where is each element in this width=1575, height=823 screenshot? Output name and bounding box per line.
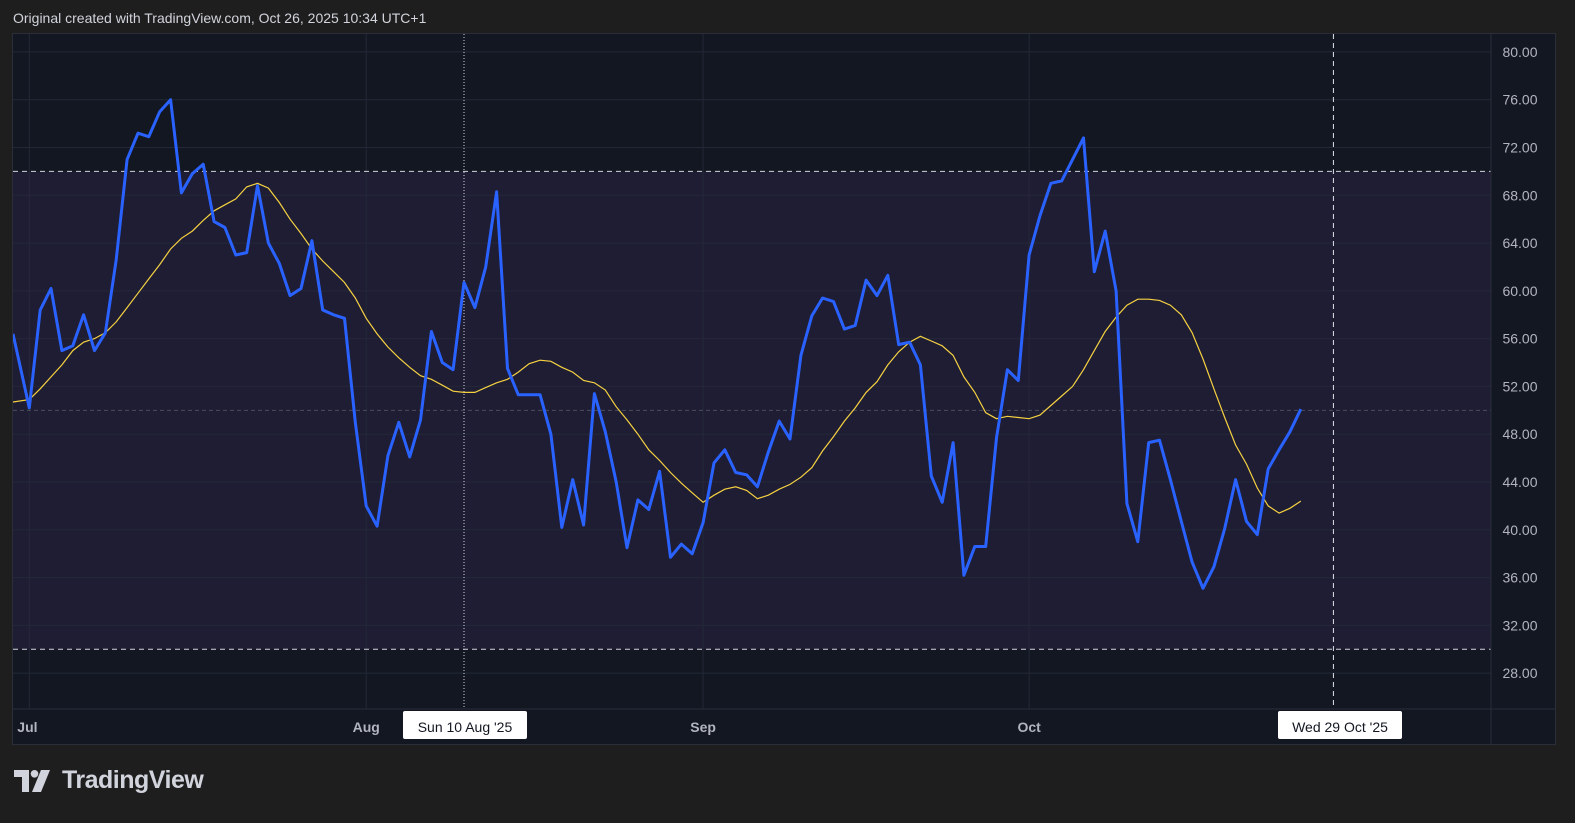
y-tick-label-7: 52.00 xyxy=(1502,378,1537,394)
tradingview-logo[interactable]: TradingView xyxy=(14,766,204,795)
x-tick-label-0: Jul xyxy=(17,719,37,735)
y-tick-label-13: 28.00 xyxy=(1502,665,1537,681)
crosshair-label-right: Wed 29 Oct '25 xyxy=(1278,711,1402,739)
tradingview-logo-icon xyxy=(14,769,50,792)
y-tick-label-5: 60.00 xyxy=(1502,283,1537,299)
x-tick-label-3: Oct xyxy=(1017,719,1041,735)
x-tick-label-2: Sep xyxy=(690,719,716,735)
rsi-series-line xyxy=(13,98,1303,590)
y-tick-label-3: 68.00 xyxy=(1502,187,1537,203)
crosshair-lines xyxy=(463,34,1334,709)
y-tick-label-2: 72.00 xyxy=(1502,139,1537,155)
chart-border xyxy=(12,33,1556,745)
y-tick-label-12: 32.00 xyxy=(1502,617,1537,633)
attribution-header: Original created with TradingView.com, O… xyxy=(13,10,427,26)
crosshair-label-left: Sun 10 Aug '25 xyxy=(403,711,527,739)
rsi-chart[interactable]: 80.00 76.00 72.00 68.00 64.00 60.00 56.00 52.00… xyxy=(0,0,1575,760)
y-tick-label-8: 48.00 xyxy=(1502,426,1537,442)
crosshair-label-right-text: Wed 29 Oct '25 xyxy=(1292,719,1388,735)
ma-series-line xyxy=(13,182,1302,514)
y-axis-ticks: 80.00 76.00 72.00 68.00 64.00 60.00 56.00 52.00… xyxy=(1502,44,1537,681)
y-tick-label-6: 56.00 xyxy=(1502,331,1537,347)
y-tick-label-11: 36.00 xyxy=(1502,570,1537,586)
crosshair-label-left-text: Sun 10 Aug '25 xyxy=(418,719,513,735)
right-axis-background xyxy=(1491,34,1555,709)
y-tick-label-9: 44.00 xyxy=(1502,474,1537,490)
tradingview-logo-text: TradingView xyxy=(62,766,204,794)
y-tick-label-10: 40.00 xyxy=(1502,522,1537,538)
y-tick-label-0: 80.00 xyxy=(1502,44,1537,60)
x-axis-ticks: Jul Aug Sep Oct xyxy=(17,719,1041,735)
x-tick-label-1: Aug xyxy=(353,719,380,735)
y-tick-label-4: 64.00 xyxy=(1502,235,1537,251)
y-tick-label-1: 76.00 xyxy=(1502,92,1537,108)
reference-levels xyxy=(13,170,1491,650)
